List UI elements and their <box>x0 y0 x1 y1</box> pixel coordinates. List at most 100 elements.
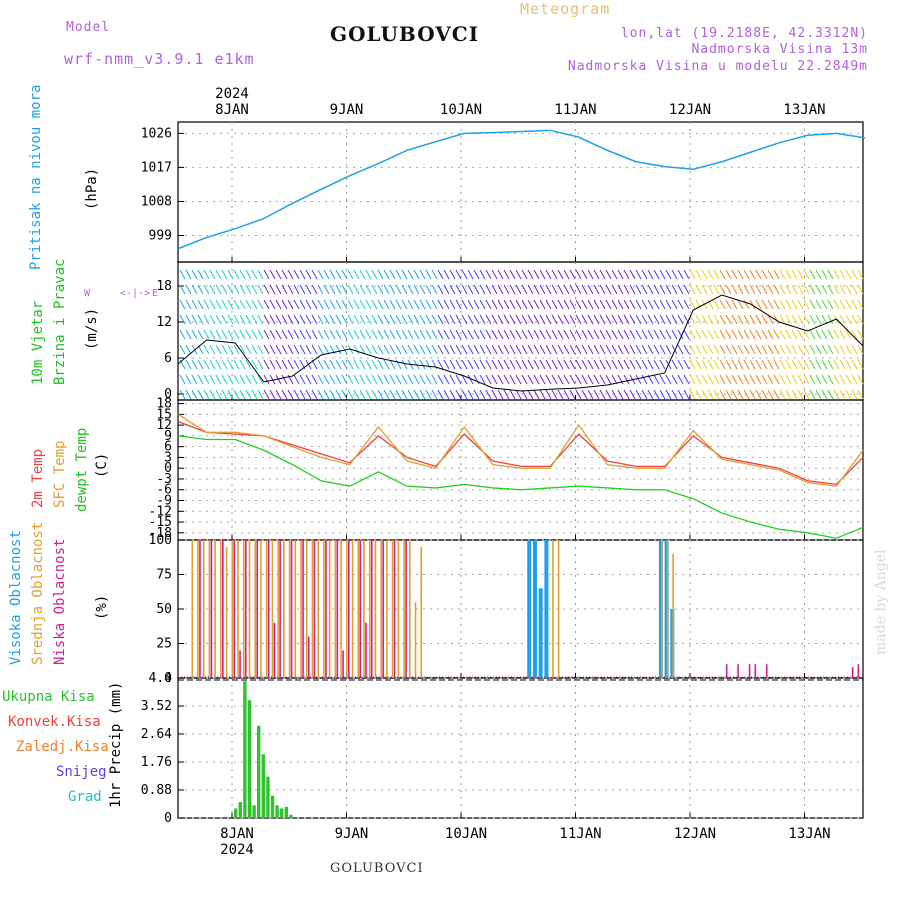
wind-barb <box>671 299 678 310</box>
top-day-label: 8JAN <box>215 102 249 118</box>
wind-barb <box>791 374 798 385</box>
wind-barb <box>611 389 618 400</box>
wind-barb <box>311 284 318 295</box>
wind-barb <box>557 389 564 400</box>
wind-barb <box>551 374 558 385</box>
cloud-low-bar <box>737 664 739 678</box>
wind-barb <box>455 269 462 280</box>
temp-2m-line <box>177 420 864 486</box>
wind-barb <box>707 374 714 385</box>
wind-barb <box>239 299 246 310</box>
wind-barb <box>257 314 264 325</box>
wind-barb <box>527 359 534 370</box>
cloud-low-bar <box>359 540 362 678</box>
wind-barb <box>221 269 228 280</box>
wind-barb <box>695 344 702 355</box>
wind-barb <box>671 314 678 325</box>
wind-barb <box>707 284 714 295</box>
wind-barb <box>521 284 528 295</box>
wind-barb <box>785 374 792 385</box>
wind-barb <box>845 269 852 280</box>
y-tick-label: 12 <box>156 315 172 330</box>
wind-barb <box>449 329 456 340</box>
cloud-low-bar <box>273 622 276 678</box>
wind-barb <box>635 299 642 310</box>
wind-barb <box>749 389 756 400</box>
wind-barb <box>629 389 636 400</box>
wind-barb <box>821 344 828 355</box>
wind-barb <box>395 299 402 310</box>
wind-barb <box>491 284 498 295</box>
cloud-low-bar <box>313 540 316 678</box>
wind-barb <box>197 299 204 310</box>
panel-frame <box>177 677 864 819</box>
wind-barb <box>515 359 522 370</box>
wind-barb <box>701 329 708 340</box>
wind-barb <box>551 344 558 355</box>
wind-barb <box>371 359 378 370</box>
wind-barb <box>779 329 786 340</box>
wind-barb <box>599 284 606 295</box>
y-tick-label: 75 <box>156 568 172 583</box>
wind-barb <box>401 284 408 295</box>
wind-barb <box>443 344 450 355</box>
wind-barb <box>215 329 222 340</box>
wind-barb <box>605 389 612 400</box>
y-tick-label: -9 <box>156 494 172 509</box>
cloud-mid-bar <box>414 602 417 678</box>
wind-barb <box>599 314 606 325</box>
wind-barb <box>653 389 660 400</box>
wind-barb <box>725 314 732 325</box>
wind-barb <box>749 284 756 295</box>
wind-barb <box>617 359 624 370</box>
wind-barb <box>749 359 756 370</box>
wind-barb <box>299 389 306 400</box>
wind-barb <box>341 269 348 280</box>
wind-barb <box>785 269 792 280</box>
cloud-mid-bar <box>305 540 308 678</box>
wind-barb <box>473 314 480 325</box>
wind-barb <box>311 344 318 355</box>
wind-barb <box>449 359 456 370</box>
cloud-mid-bar <box>409 540 411 678</box>
wind-barb <box>635 359 642 370</box>
wind-barb <box>269 389 276 400</box>
wind-barb <box>245 299 252 310</box>
wind-barb <box>305 314 312 325</box>
wind-barb <box>419 269 426 280</box>
wind-barb <box>179 329 186 340</box>
y-tick-label: -15 <box>149 515 172 530</box>
wind-barb <box>737 314 744 325</box>
wind-barb <box>587 374 594 385</box>
wind-barb <box>839 344 846 355</box>
wind-barb <box>209 314 216 325</box>
wind-barb <box>803 329 810 340</box>
wind-barb <box>659 284 666 295</box>
wind-barb <box>425 389 432 400</box>
wind-barb <box>827 359 834 370</box>
wind-barb <box>179 299 186 310</box>
wind-barb <box>275 299 282 310</box>
cloud-low-bar <box>336 540 339 678</box>
wind-barb <box>695 374 702 385</box>
wind-barb <box>569 344 576 355</box>
wind-barb <box>437 344 444 355</box>
wind-barb <box>299 299 306 310</box>
wind-barb <box>833 284 840 295</box>
wind-barb <box>203 359 210 370</box>
wind-barb <box>779 299 786 310</box>
wind-barb <box>191 269 198 280</box>
wind-barb <box>629 329 636 340</box>
cloud-low-bar <box>210 540 213 678</box>
wind-barb <box>209 329 216 340</box>
precip-bar <box>247 700 252 818</box>
wind-barb <box>725 299 732 310</box>
wind-barb <box>581 269 588 280</box>
wind-barb <box>281 359 288 370</box>
wind-barb <box>557 374 564 385</box>
wind-barb <box>317 314 324 325</box>
wind-barb <box>815 359 822 370</box>
wind-barb <box>587 389 594 400</box>
wind-barb <box>359 329 366 340</box>
wind-barb <box>371 344 378 355</box>
